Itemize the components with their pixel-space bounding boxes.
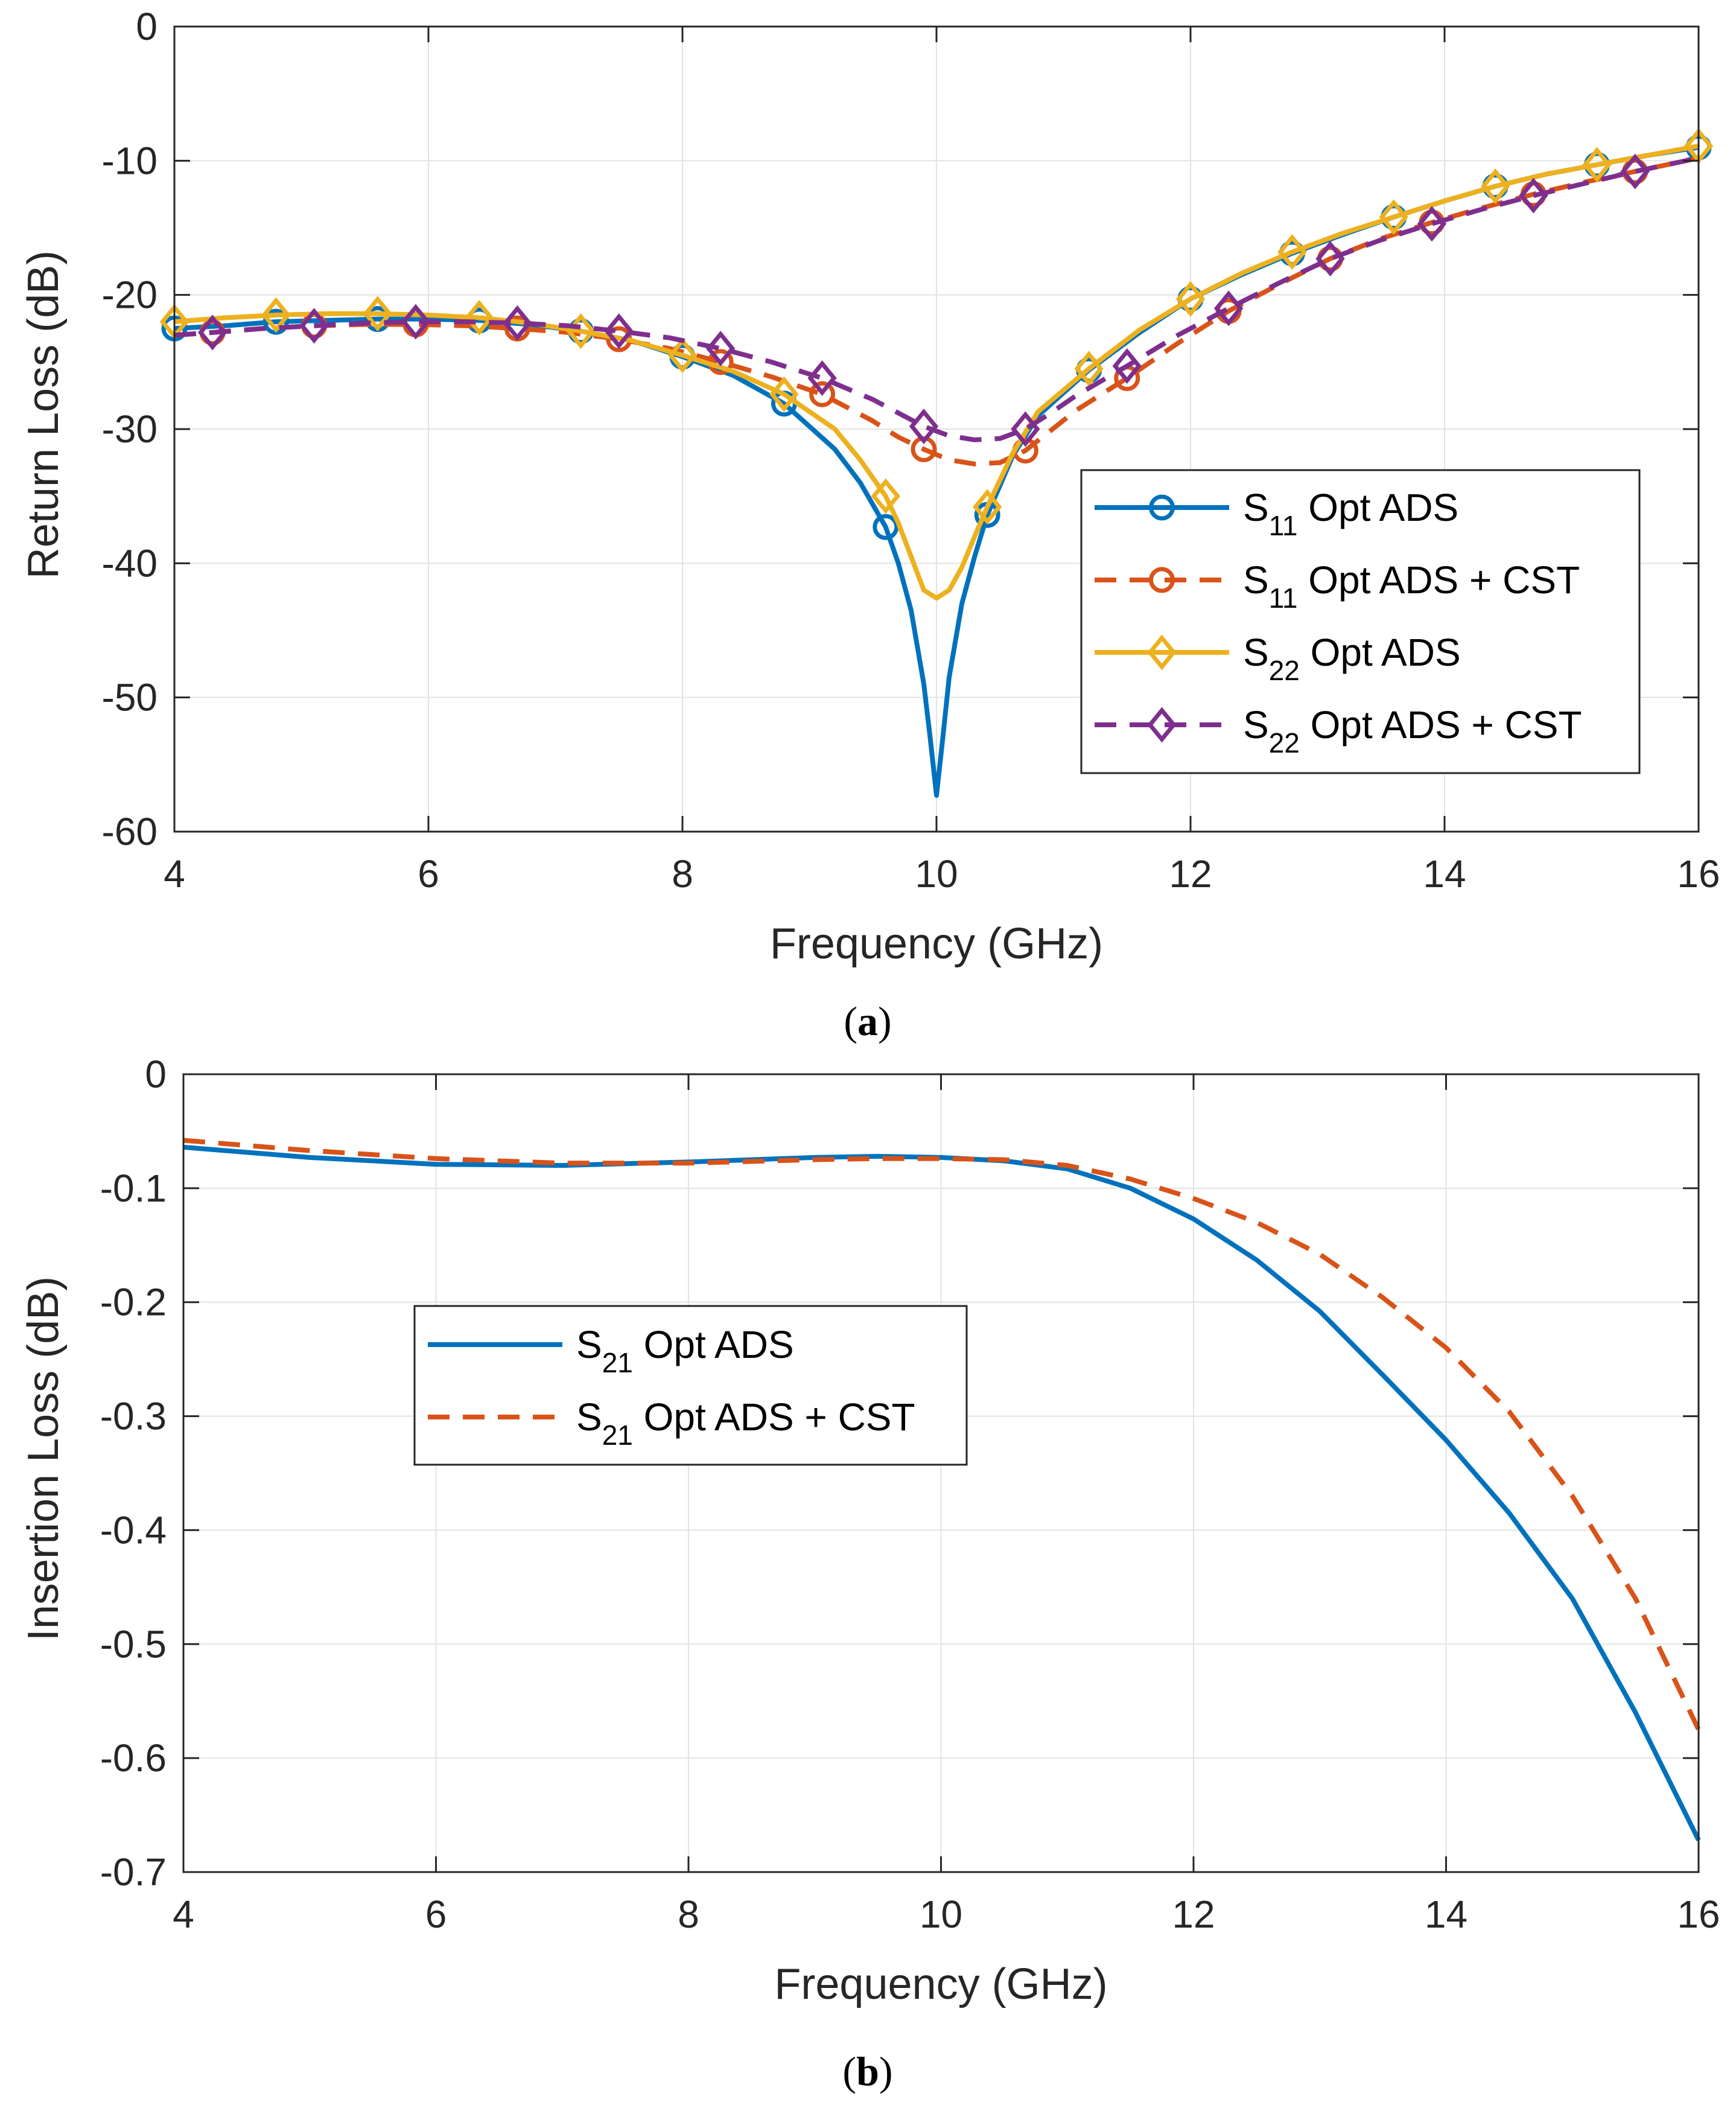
chart-a-series-22-ads-cst-marker <box>503 305 532 341</box>
chart-a-x-tick-label: 4 <box>164 852 185 896</box>
chart-a-legend-label-0: S11 Opt ADS <box>1243 486 1458 541</box>
chart-a-legend-label-3: S22 Opt ADS + CST <box>1243 703 1582 759</box>
chart-a-series-22-ads-cst-marker <box>604 313 634 349</box>
chart-a-x-tick-label: 14 <box>1423 852 1466 896</box>
chart-a-y-tick-label: 0 <box>136 5 157 48</box>
chart-a-series-22-ads-marker <box>363 296 393 332</box>
chart-b-x-tick-label: 12 <box>1172 1893 1215 1936</box>
chart-b-legend: S21 Opt ADS S21 Opt ADS + CST <box>413 1305 968 1466</box>
chart-a-legend-label-1: S11 Opt ADS + CST <box>1243 558 1580 614</box>
chart-a-x-tick-label: 16 <box>1677 852 1720 896</box>
chart-a-series-22-ads-cst-marker <box>197 314 227 351</box>
chart-a-y-tick-label: -20 <box>102 273 158 317</box>
chart-a-series-22-ads-cst-marker <box>1519 177 1548 214</box>
chart-b-y-tick-label: -0.5 <box>100 1622 167 1666</box>
chart-a-series-22-ads-cst-marker <box>909 409 939 445</box>
chart-b-x-tick-label: 14 <box>1425 1893 1467 1936</box>
chart-b-legend-label-0: S21 Opt ADS <box>576 1323 794 1378</box>
chart-b-legend-label-1: S21 Opt ADS + CST <box>576 1395 915 1451</box>
chart-b-x-tick-label: 10 <box>920 1893 962 1936</box>
chart-b-ticks: 4 6 8 10 12 14 16 0 -0.1 -0.2 -0.3 -0.4 -0.5 -0.6 -0.7 <box>100 1053 1720 1936</box>
chart-a-series-22-ads-cst-marker <box>401 304 431 340</box>
chart-a-series-22-ads-cst-marker <box>1620 153 1650 189</box>
chart-b-y-axis-label: Insertion Loss (dB) <box>19 1276 68 1641</box>
chart-a-series-22-ads-cst-marker <box>1213 290 1244 326</box>
chart-a-series-22-ads-cst-marker <box>1417 206 1447 242</box>
chart-a-series-22-ads-cst-marker <box>807 360 837 397</box>
chart-a-series-22-ads-cst-marker <box>1315 241 1345 277</box>
chart-a-series-22-ads-marker <box>871 478 901 514</box>
chart-b-y-tick-label: 0 <box>145 1053 167 1096</box>
chart-a-ticks: 4 6 8 10 12 14 16 0 -10 -20 -30 -40 -50 -60 <box>102 5 1720 896</box>
chart-a-y-axis-label: Return Loss (dB) <box>19 250 68 579</box>
chart-a-series-22-ads-marker <box>1074 351 1104 387</box>
chart-a-y-tick-label: -40 <box>102 541 158 585</box>
chart-a-x-tick-label: 12 <box>1169 852 1212 896</box>
chart-a-series-22-ads-cst-marker <box>705 331 736 367</box>
chart-a-x-axis-label: Frequency (GHz) <box>770 920 1103 968</box>
chart-a-panel-label: (a) <box>844 998 891 1044</box>
chart-a-legend: S11 Opt ADS S11 Opt ADS + CST S22 Opt ADS S… <box>1080 469 1641 774</box>
chart-b-y-tick-label: -0.3 <box>100 1395 167 1438</box>
chart-a-series-11-ads-cst-line <box>174 155 1699 467</box>
chart-b-y-tick-label: -0.7 <box>100 1850 167 1894</box>
chart-a-series-22-ads-marker <box>1480 168 1510 205</box>
chart-a-x-tick-label: 10 <box>915 852 958 896</box>
chart-a-series-22-ads-marker <box>667 337 698 374</box>
chart-b-y-tick-label: -0.4 <box>100 1508 167 1552</box>
chart-b-x-tick-label: 4 <box>173 1893 194 1936</box>
chart-a-series-11-ads-cst-marker <box>809 381 836 407</box>
chart-a-legend-marker-2 <box>1147 634 1177 670</box>
chart-a-legend-marker-1 <box>1149 567 1175 593</box>
chart-b-series <box>183 1138 1701 1841</box>
chart-a-series-22-ads-marker <box>972 489 1002 525</box>
chart-b-x-tick-label: 16 <box>1677 1893 1720 1936</box>
chart-a-return-loss: 4 6 8 10 12 14 16 0 -10 -20 -30 -40 -50 -60 Frequency… <box>19 5 1720 1044</box>
chart-a-panel-letter: a <box>857 998 878 1044</box>
chart-b-y-tick-label: -0.6 <box>100 1736 167 1780</box>
chart-a-series-22-ads-marker <box>464 299 494 336</box>
chart-a-y-tick-label: -50 <box>102 676 158 719</box>
chart-b-panel-label: (b) <box>842 2048 892 2094</box>
chart-a-y-tick-label: -10 <box>102 139 158 182</box>
chart-b-y-tick-label: -0.2 <box>100 1281 167 1324</box>
chart-b-series-21-ads-cst-line <box>183 1138 1701 1731</box>
chart-a-legend-marker-3 <box>1147 707 1177 743</box>
chart-a-y-tick-label: -30 <box>102 407 158 451</box>
chart-b-y-tick-label: -0.1 <box>100 1167 167 1210</box>
chart-b-legend-box <box>413 1305 968 1466</box>
chart-a-legend-marker-0 <box>1149 494 1175 521</box>
chart-a-y-tick-label: -60 <box>102 810 158 853</box>
chart-b-panel-letter: b <box>856 2048 879 2094</box>
chart-a-x-tick-label: 8 <box>672 852 693 896</box>
chart-a-series <box>159 128 1714 798</box>
chart-a-series-22-ads-line <box>174 143 1699 601</box>
chart-b-insertion-loss: 4 6 8 10 12 14 16 0 -0.1 -0.2 -0.3 -0.4 -0.5 -0.6 -0.7… <box>19 1053 1720 2094</box>
chart-a-series-22-ads-cst-marker <box>1011 411 1040 447</box>
chart-a-series-22-ads-marker <box>1277 234 1307 270</box>
chart-a-series-22-ads-cst-marker <box>1112 348 1142 384</box>
chart-a-series-22-ads-marker <box>261 297 291 333</box>
chart-a-series-22-ads-cst-marker <box>299 308 329 344</box>
chart-b-x-tick-label: 6 <box>425 1893 447 1936</box>
chart-a-x-tick-label: 6 <box>418 852 439 896</box>
chart-a-series-22-ads-marker <box>769 376 799 412</box>
chart-a-series-11-ads-marker <box>873 514 899 540</box>
chart-a-legend-label-2: S22 Opt ADS <box>1243 631 1461 686</box>
chart-a-series-22-ads-marker <box>1175 281 1206 317</box>
chart-a-series-22-ads-marker <box>1379 199 1409 235</box>
chart-a-series-22-ads-marker <box>1582 147 1612 183</box>
chart-b-x-axis-label: Frequency (GHz) <box>774 1960 1107 2008</box>
chart-b-x-tick-label: 8 <box>678 1893 699 1936</box>
